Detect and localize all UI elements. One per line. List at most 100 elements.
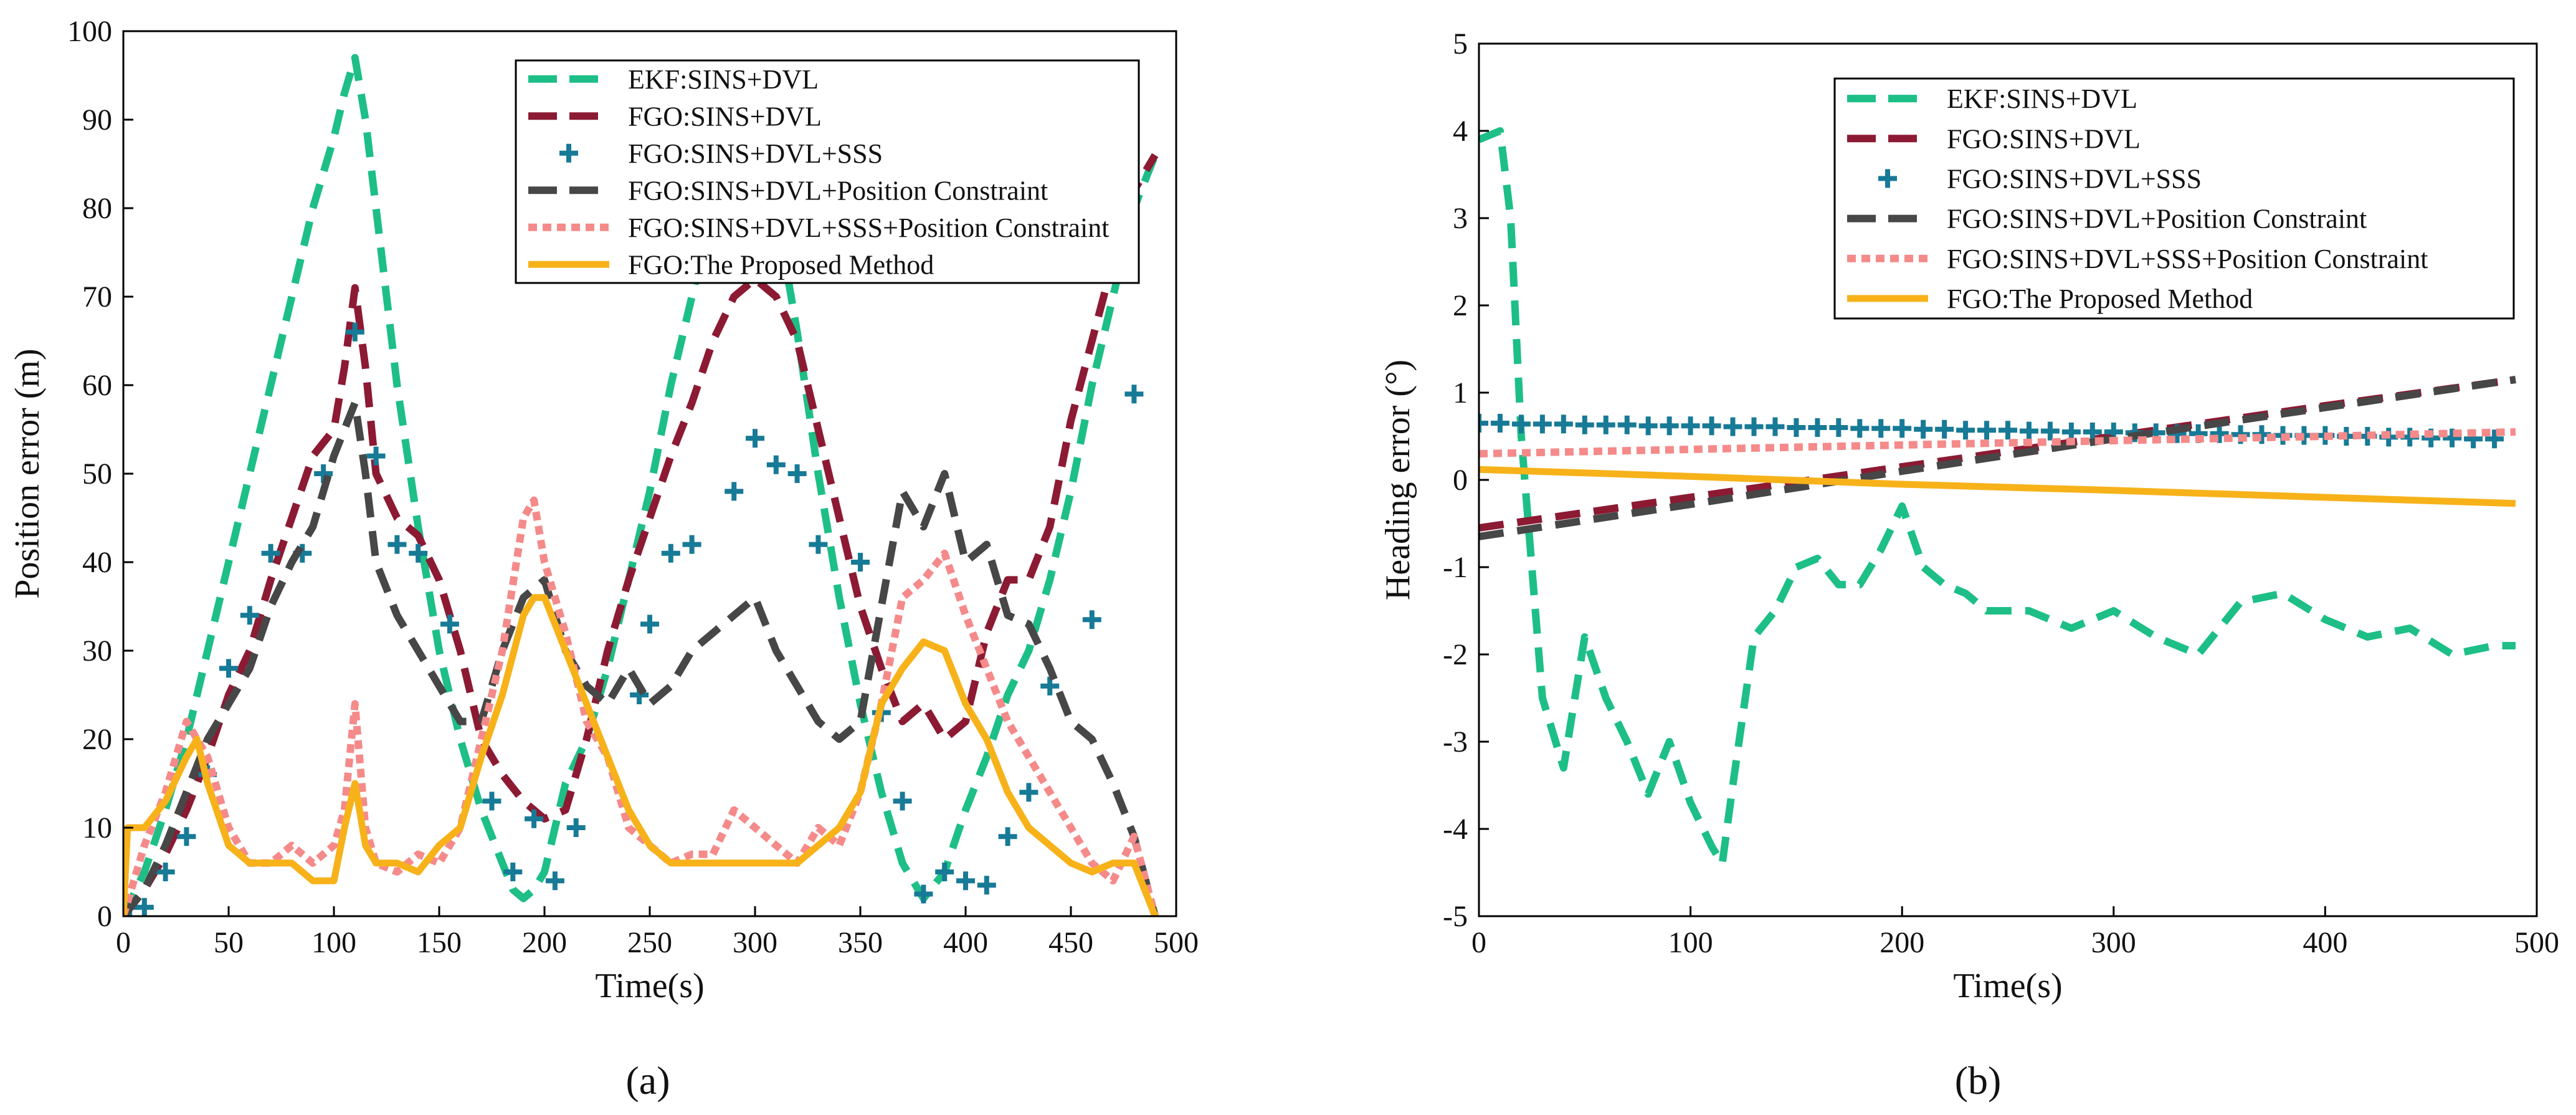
legend: EKF:SINS+DVL FGO:SINS+DVL FGO:SINS+DVL+SSS… <box>515 59 1140 284</box>
data-point <box>366 446 386 466</box>
data-point <box>787 464 807 483</box>
data-point <box>240 606 259 625</box>
x-tick-label: 100 <box>1668 926 1713 959</box>
legend-box <box>1833 77 2515 320</box>
series-fgo-the-proposed-method <box>123 594 1159 916</box>
data-point <box>809 535 828 554</box>
chart-panel-b: 0 100 200 300 400 500 -5 -4 -3 -2 -1 0 1 2 3 4 5 Time(s) H… <box>1379 27 2559 1005</box>
data-point <box>1638 416 1658 436</box>
x-tick-label: 500 <box>1154 926 1199 959</box>
y-tick-label: 20 <box>82 723 112 756</box>
y-tick-label: 30 <box>82 634 112 668</box>
data-point <box>1596 415 1615 434</box>
data-point <box>661 543 680 563</box>
series-fgo-sins-dvl-sss-position-constraint <box>123 496 1159 916</box>
data-point <box>725 482 744 501</box>
y-tick-label: 0 <box>97 900 112 933</box>
y-tick-label: -1 <box>1443 551 1468 584</box>
data-point <box>1040 676 1060 696</box>
data-point <box>1124 385 1144 404</box>
data-point <box>1681 416 1700 436</box>
data-point <box>177 827 196 846</box>
data-point <box>525 809 544 828</box>
data-point <box>640 615 659 634</box>
panel-label-b: (b) <box>1955 1058 2002 1103</box>
data-point <box>1575 415 1594 434</box>
data-point <box>1850 419 1870 438</box>
data-point <box>1511 414 1531 434</box>
data-point <box>1766 417 1785 436</box>
data-point <box>1829 418 1848 437</box>
y-axis-label: Position error (m) <box>8 348 47 598</box>
x-tick-label: 300 <box>733 926 777 959</box>
y-tick-label: 50 <box>82 457 112 491</box>
data-point <box>746 429 764 448</box>
x-tick-label: 400 <box>2303 926 2347 959</box>
data-point <box>1702 416 1721 436</box>
y-tick-label: 1 <box>1453 376 1468 409</box>
y-tick-label: -5 <box>1443 900 1468 933</box>
data-point <box>219 659 238 678</box>
data-point <box>1479 414 1488 433</box>
series-fgo-sins-dvl-position-constraint <box>1479 376 2516 540</box>
x-tick-label: 200 <box>522 926 567 959</box>
legend-label: EKF:SINS+DVL <box>1947 84 2137 114</box>
data-point <box>440 615 459 634</box>
legend-label: FGO:SINS+DVL <box>1947 123 2141 154</box>
legend-marker <box>1878 169 1897 188</box>
data-point <box>1533 414 1552 434</box>
y-tick-label: 80 <box>82 192 112 225</box>
y-tick-label: 3 <box>1453 202 1468 235</box>
x-tick-label: 0 <box>1471 926 1486 959</box>
legend-label: FGO:SINS+DVL+SSS+Position Constraint <box>1947 244 2428 274</box>
y-axis-label: Heading error (°) <box>1379 360 1417 600</box>
legend-label: EKF:SINS+DVL <box>628 64 819 95</box>
legend-marker <box>559 143 578 163</box>
data-point <box>135 897 154 916</box>
x-tick-label: 300 <box>2091 926 2136 959</box>
x-tick-label: 150 <box>417 926 462 959</box>
y-tick-label: 10 <box>82 811 112 845</box>
series-fgo-sins-dvl-position-constraint <box>123 399 1159 916</box>
plot-area <box>1479 127 2516 868</box>
data-point <box>156 863 175 881</box>
data-point <box>2019 421 2038 441</box>
y-tick-label: 90 <box>82 103 112 136</box>
data-point <box>2485 429 2504 449</box>
x-axis-label: Time(s) <box>1953 967 2062 1005</box>
chart-panel-a: 0 50 100 150 200 250 300 350 400 450 500 0 10 20 30 40 5… <box>8 15 1199 1005</box>
data-point <box>503 863 523 881</box>
y-tick-label: 0 <box>1453 464 1468 497</box>
data-point <box>977 876 996 895</box>
data-point <box>1490 414 1509 433</box>
plot-area <box>123 54 1159 916</box>
y-tick-label: 70 <box>82 280 112 313</box>
data-point <box>1808 418 1827 437</box>
data-point <box>851 553 870 572</box>
data-point <box>1617 415 1637 434</box>
y-tick-label: 60 <box>82 369 112 402</box>
data-point <box>2040 421 2060 441</box>
y-tick-label: 40 <box>82 546 112 579</box>
panel-label-a: (a) <box>625 1058 670 1103</box>
data-point <box>1935 419 1954 439</box>
data-point <box>682 535 701 554</box>
data-point <box>1893 419 1912 438</box>
data-point <box>1871 419 1891 438</box>
data-point <box>1723 417 1742 436</box>
data-point <box>1660 416 1679 436</box>
legend-label: FGO:SINS+DVL+SSS+Position Constraint <box>628 213 1110 243</box>
data-point <box>482 792 501 811</box>
data-point <box>2443 428 2462 447</box>
x-tick-label: 50 <box>214 926 244 959</box>
legend-box <box>515 59 1140 284</box>
y-tick-label: -3 <box>1443 725 1468 758</box>
x-axis-label: Time(s) <box>595 967 704 1005</box>
data-point <box>1787 418 1806 437</box>
legend-label: FGO:The Proposed Method <box>628 249 934 280</box>
data-point <box>1956 421 1975 440</box>
data-point <box>914 884 933 904</box>
series-ekf-sins-dvl <box>123 54 1159 916</box>
series-fgo-sins-dvl <box>123 153 1159 916</box>
legend-label: FGO:SINS+DVL+SSS <box>628 138 883 169</box>
